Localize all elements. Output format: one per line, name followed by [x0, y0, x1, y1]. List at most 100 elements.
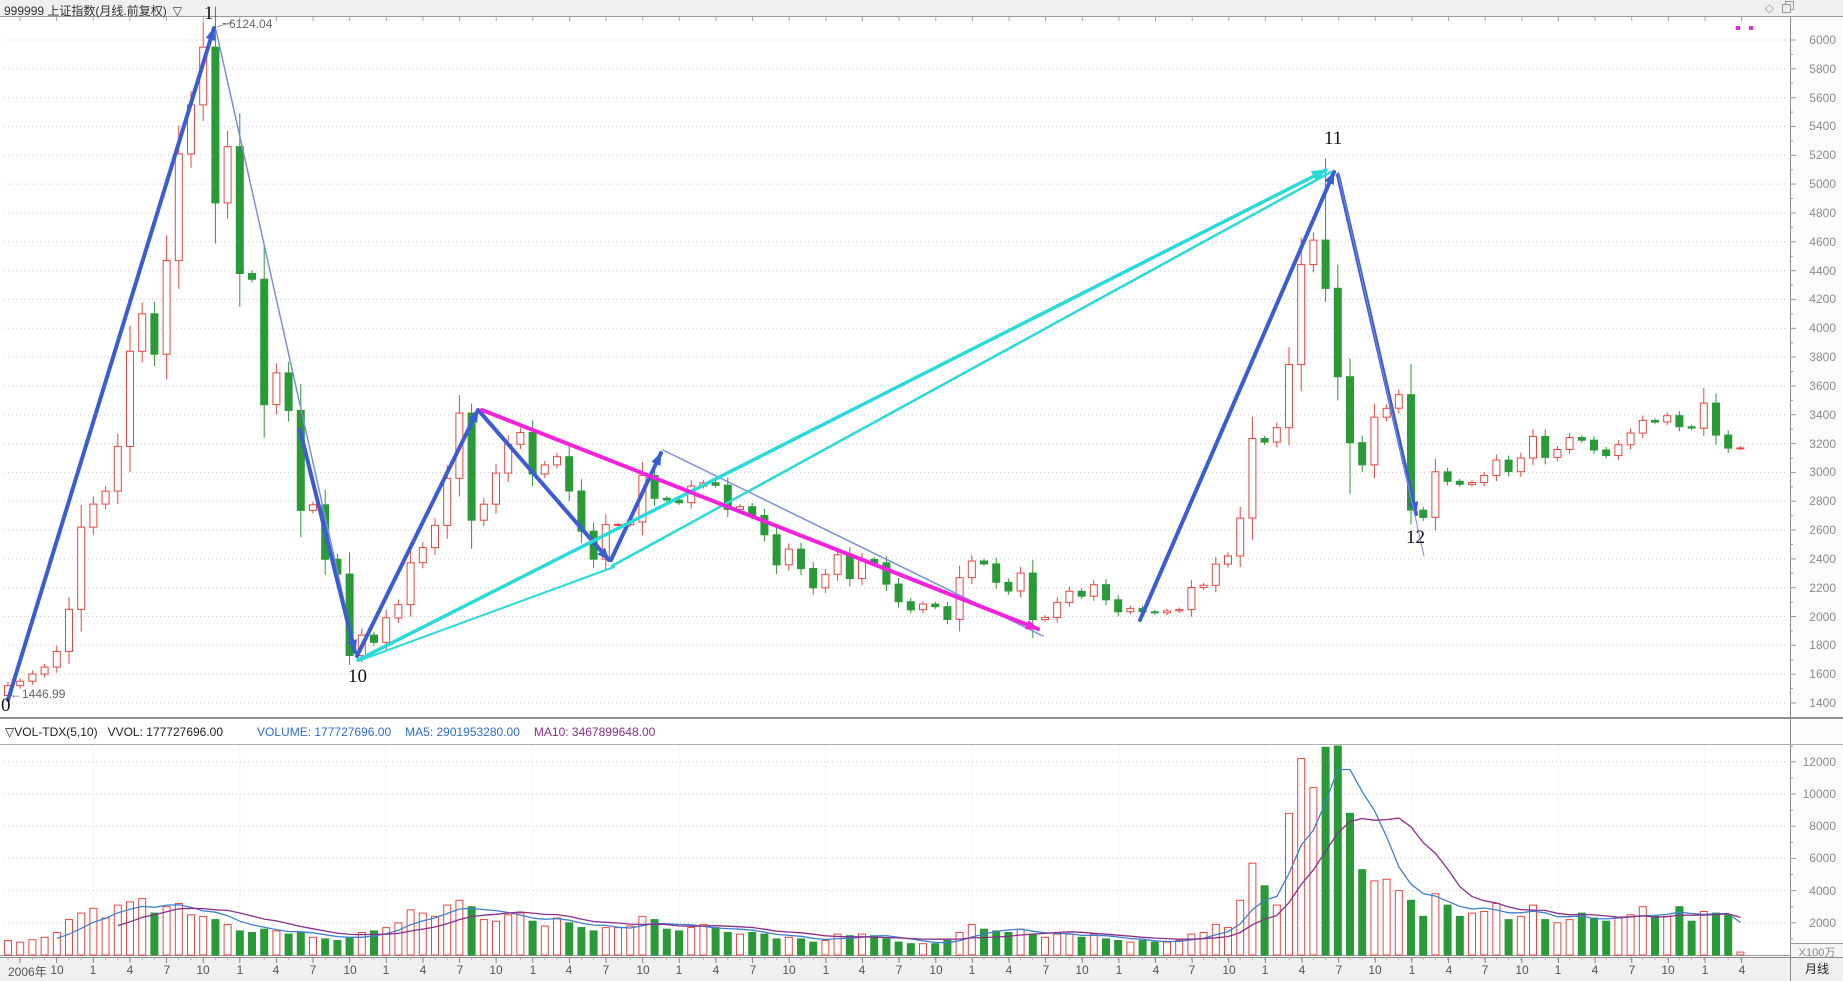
volume-bar [1553, 922, 1562, 956]
volume-bar [1053, 933, 1062, 956]
volume-bar [980, 928, 988, 956]
trend-line[interactable] [6, 26, 216, 702]
candle [540, 464, 549, 475]
price-axis-label: 3800 [1809, 350, 1836, 364]
volume-bar [1138, 940, 1147, 956]
x-axis-label: 1 [529, 963, 537, 977]
candle [1199, 584, 1208, 589]
volume-bar [955, 932, 964, 956]
candle [1309, 239, 1318, 266]
candle [77, 526, 86, 610]
candle [418, 547, 427, 564]
price-axis-label: 4000 [1809, 321, 1836, 335]
volume-bar [943, 940, 952, 956]
trend-line[interactable] [298, 428, 357, 654]
volume-bar [723, 932, 732, 956]
candle [650, 474, 659, 499]
trend-line[interactable] [215, 29, 356, 651]
volume-bar [1516, 915, 1525, 956]
volume-bar [1163, 941, 1171, 956]
x-axis-label: 10 [1075, 963, 1089, 977]
candle [1455, 480, 1464, 485]
period-selector[interactable]: 月线 [1790, 957, 1843, 981]
cascade-windows-icon[interactable] [1782, 1, 1794, 13]
volume-bar [1504, 919, 1513, 956]
volume-bar [28, 939, 37, 956]
price-axis-label: 3400 [1809, 408, 1836, 422]
diamond-icon[interactable]: ◇ [1764, 1, 1774, 15]
volume-bar [406, 909, 415, 956]
x-axis-label: 4 [858, 963, 866, 977]
candle [28, 673, 37, 682]
volume-bar [601, 927, 610, 956]
trend-line[interactable] [355, 408, 480, 658]
candle [821, 573, 830, 589]
trend-line[interactable] [356, 168, 1328, 662]
vol-indicator-name[interactable]: ▽VOL-TDX(5,10) [5, 724, 98, 739]
volume-bar [504, 914, 513, 956]
volume-bar [101, 917, 110, 956]
candle [296, 409, 305, 511]
symbol-title[interactable]: 999999 上证指数(月线.前复权) ▽ [4, 2, 182, 19]
x-axis-label: 4 [1738, 963, 1746, 977]
volume-bar [211, 919, 220, 956]
candle [1358, 442, 1367, 466]
candle [992, 563, 1001, 583]
title-dropdown-icon[interactable]: ▽ [172, 4, 182, 18]
candle [967, 560, 976, 579]
volume-bar [967, 923, 976, 956]
volume-bar [821, 940, 830, 956]
volume-bar [1077, 936, 1086, 956]
candle [126, 350, 134, 447]
candle [260, 278, 269, 406]
x-axis-label: 7 [1335, 963, 1343, 977]
volume-bar [809, 941, 818, 956]
price-axis-label: 4800 [1809, 206, 1836, 220]
volume-bar [1382, 878, 1391, 956]
candle [272, 372, 281, 406]
volume-bar [1394, 890, 1403, 956]
volume-bar [528, 920, 537, 956]
candle [65, 608, 73, 652]
panel-separator [0, 717, 1843, 719]
candle [906, 601, 915, 611]
volume-bar [614, 927, 622, 956]
candle [394, 604, 403, 619]
volume-bar [1175, 940, 1184, 956]
volume-bar [65, 919, 73, 956]
candle [1321, 239, 1330, 289]
volume-bar [1028, 933, 1037, 956]
trend-line[interactable] [480, 408, 1040, 631]
volume-bar [357, 932, 366, 956]
volume-bar [1529, 904, 1537, 956]
trend-line[interactable] [610, 170, 1333, 568]
candle [1211, 563, 1220, 586]
candle [1565, 437, 1574, 450]
volume-bar [1114, 940, 1123, 956]
candle [406, 562, 415, 606]
volume-bar [931, 943, 940, 956]
trend-line[interactable] [609, 451, 663, 562]
trend-line[interactable] [1138, 170, 1336, 622]
trend-line[interactable] [478, 410, 611, 562]
volume-bar [77, 912, 86, 956]
x-axis-label: 10 [50, 963, 64, 977]
volume-bar [394, 922, 403, 956]
x-axis-label: 1 [1701, 963, 1709, 977]
x-axis-label: 4 [1298, 963, 1306, 977]
candle [174, 153, 183, 262]
volume-bar [858, 933, 866, 956]
candle [1431, 471, 1440, 518]
volume-bar [1419, 915, 1428, 956]
volume-bar [662, 928, 671, 956]
volume-bar [699, 923, 708, 956]
trend-line[interactable] [357, 566, 615, 662]
vvol-value: VVOL: 177727696.00 [107, 724, 224, 739]
x-axis-label: 4 [1445, 963, 1453, 977]
volume-bar [845, 935, 854, 956]
price-axis-label: 1600 [1809, 667, 1836, 681]
trend-line[interactable] [1337, 171, 1425, 557]
window-header [0, 0, 1843, 17]
volume-bar [1309, 787, 1318, 956]
